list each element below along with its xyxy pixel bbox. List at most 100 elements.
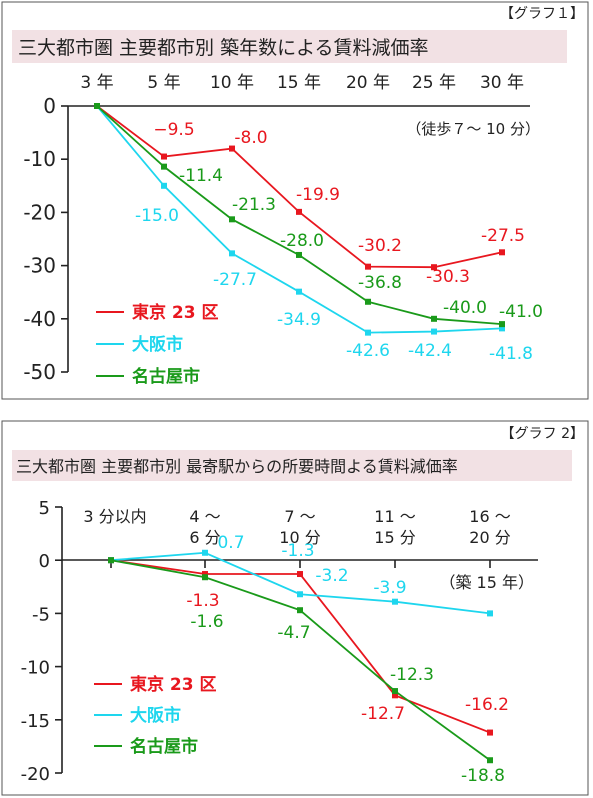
y-tick-label: -30 (23, 254, 56, 278)
data-label: -41.0 (499, 302, 543, 322)
series-point (365, 298, 371, 305)
y-tick-label: -20 (21, 764, 50, 785)
series-point (296, 208, 302, 215)
legend-entry: 大阪市 (130, 705, 181, 726)
data-label: -42.4 (408, 341, 452, 361)
legend-entry: 大阪市 (132, 334, 183, 355)
data-label: −9.5 (153, 120, 194, 140)
series-point (392, 688, 398, 695)
y-tick-label: -20 (23, 200, 56, 224)
x-tick-label: 5 年 (147, 73, 180, 93)
chart-1-frame (1, 1, 589, 400)
x-tick-label: 10 年 (210, 73, 254, 93)
series-point (94, 103, 100, 109)
chart-1-x-ticks: 3 年 5 年 10 年 15 年 20 年 25 年 30 年 (80, 73, 524, 93)
data-label: -28.0 (280, 231, 324, 251)
x-tick-label: 20 分 (469, 528, 510, 547)
data-label: -12.3 (390, 665, 434, 685)
y-tick-label: 0 (43, 94, 56, 118)
data-label: 0.7 (217, 533, 244, 553)
chart-2: 【グラフ 2】 三大都市圏 主要都市別 最寄駅からの所要時間よる賃料減価率 （築… (1, 420, 589, 796)
series-point (202, 549, 208, 556)
series-point (487, 757, 493, 764)
chart-1: 【グラフ１】 三大都市圏 主要都市別 築年数による賃料減価率 （徒歩７～ 10 … (1, 1, 589, 400)
x-tick-label: 6 分 (189, 528, 220, 547)
data-label: -42.6 (346, 341, 390, 361)
series-point (297, 591, 303, 598)
series-point (431, 328, 437, 335)
series-point (487, 729, 493, 736)
series-point (229, 145, 235, 152)
data-label: -3.9 (373, 578, 406, 598)
x-tick-label: 11 ～ (374, 507, 415, 526)
series-point (108, 557, 114, 564)
series-point (202, 571, 208, 578)
chart-2-y-ticks: 5 0 -5 -10 -15 -20 (21, 498, 62, 785)
data-label: -36.8 (358, 273, 402, 293)
x-tick-label: 30 年 (480, 73, 524, 93)
series-point (229, 216, 235, 223)
x-tick-label: 25 年 (412, 73, 456, 93)
y-tick-label: -10 (21, 658, 50, 679)
data-label: -30.2 (358, 236, 402, 256)
series-point (161, 163, 167, 170)
x-tick-label: 20 年 (346, 73, 390, 93)
x-tick-label: 15 年 (277, 73, 321, 93)
series-point (161, 182, 167, 189)
y-tick-label: -40 (23, 307, 56, 331)
series-point (296, 251, 302, 258)
y-tick-label: 0 (39, 551, 50, 572)
data-label: -30.3 (426, 267, 470, 287)
x-tick-label: 10 分 (279, 528, 320, 547)
chart-2-note: （築 15 年） (439, 573, 534, 592)
series-point (499, 321, 505, 328)
chart-2-series (108, 549, 493, 764)
data-label: -3.2 (315, 566, 348, 586)
chart-2-title: 三大都市圏 主要都市別 最寄駅からの所要時間よる賃料減価率 (16, 457, 458, 476)
data-label: -16.2 (465, 695, 509, 715)
chart-1-title-background (12, 30, 567, 63)
data-label: -15.0 (135, 206, 179, 226)
legend-entry: 東京 23 区 (132, 302, 219, 323)
data-label: -12.7 (361, 704, 405, 724)
series-point (365, 329, 371, 336)
data-label: -8.0 (234, 128, 267, 148)
chart-2-data-labels: -1.3-12.7 -16.20.7 -1.3-3.2-3.9-1.6-4.7-12… (186, 533, 509, 786)
x-tick-label: 7 ～ (284, 507, 315, 526)
series-point (229, 250, 235, 257)
y-tick-label: -10 (23, 147, 56, 171)
y-tick-label: -50 (23, 360, 56, 384)
x-tick-label: 16 ～ (469, 507, 510, 526)
legend-entry: 名古屋市 (132, 366, 200, 387)
chart-1-note: （徒歩７～ 10 分） (406, 120, 540, 138)
chart-1-data-labels: −9.5 -8.0 -19.9 -30.2 -30.3 -27.5 -15.0 -27.7 -3… (135, 120, 543, 364)
data-label: -27.5 (481, 226, 525, 246)
chart-1-series (94, 103, 505, 336)
series-point (296, 288, 302, 295)
data-label: -34.9 (277, 310, 321, 330)
series-point (392, 692, 398, 699)
data-label: -18.8 (461, 766, 505, 786)
data-label: -1.3 (281, 541, 314, 561)
chart-1-title: 三大都市圏 主要都市別 築年数による賃料減価率 (18, 37, 429, 59)
data-label: -19.9 (296, 185, 340, 205)
series-point (487, 610, 493, 617)
series-point (431, 264, 437, 271)
chart-1-y-ticks: 0 -10 -20 -30 -40 -50 (23, 94, 68, 384)
series-point (365, 263, 371, 270)
x-tick-label: 3 年 (80, 73, 113, 93)
data-label: -1.6 (190, 612, 223, 632)
chart-2-tag: 【グラフ 2】 (501, 426, 584, 442)
y-tick-label: 5 (39, 498, 50, 519)
data-label: -41.8 (489, 344, 533, 364)
chart-2-title-background (12, 450, 572, 481)
series-point (499, 249, 505, 256)
series-point (161, 153, 167, 160)
legend-entry: 名古屋市 (130, 736, 198, 757)
series-point (431, 315, 437, 322)
chart-2-x-ticks: 3 分以内 4 ～ 6 分 7 ～ 10 分 11 ～ 15 分 16 ～ 20 分 (83, 507, 511, 568)
series-point (392, 598, 398, 605)
series-point (499, 325, 505, 332)
